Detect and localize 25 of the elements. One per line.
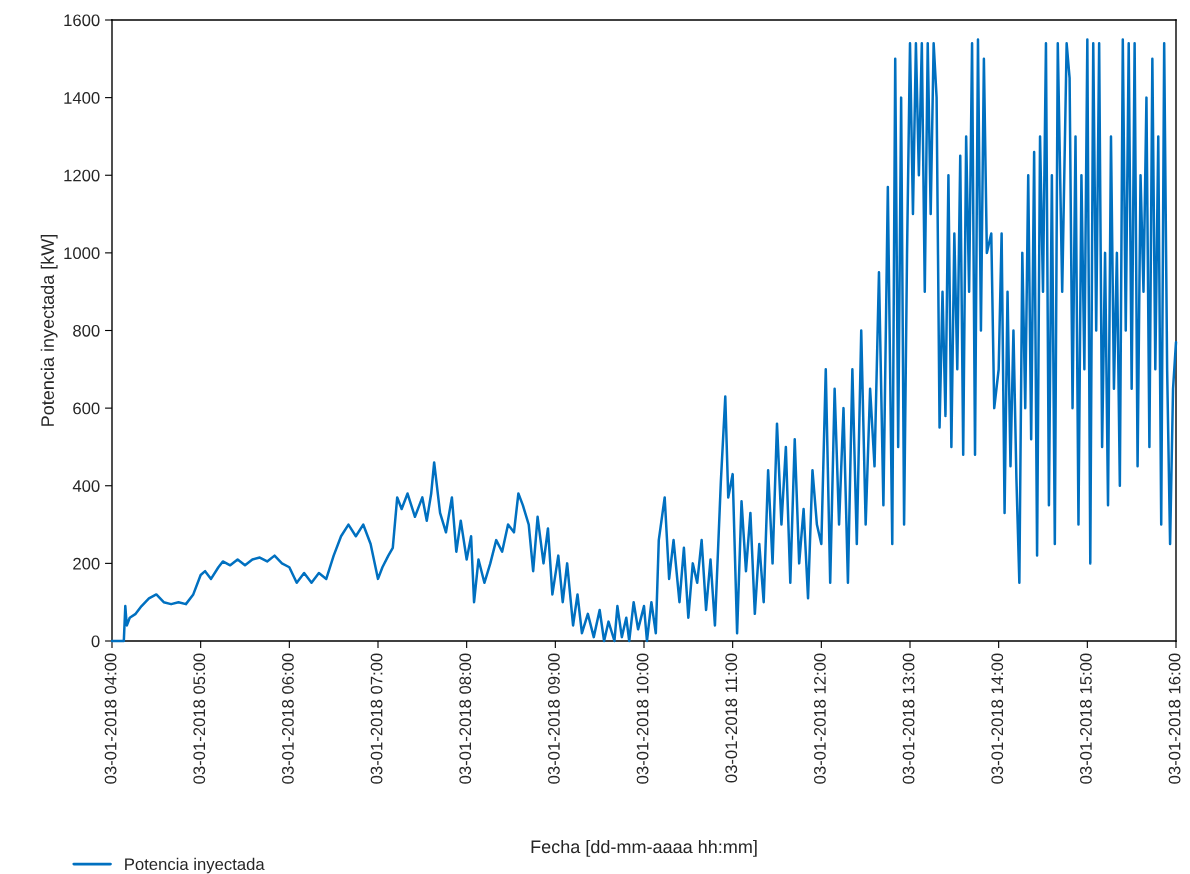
y-tick-label: 1200 <box>64 169 100 182</box>
x-tick-label: 03-01-2018 09:00 <box>548 653 560 784</box>
x-tick-label: 03-01-2018 15:00 <box>1080 653 1092 784</box>
y-tick-label: 800 <box>73 324 100 337</box>
y-axis-title: Potencia inyectada [kW] <box>40 234 58 426</box>
x-tick-label: 03-01-2018 13:00 <box>902 653 915 784</box>
y-tick-label: 0 <box>91 635 100 648</box>
x-tick-label: 03-01-2018 04:00 <box>104 653 117 784</box>
y-tick-label: 1600 <box>64 14 100 27</box>
y-tick-label: 400 <box>72 480 100 492</box>
x-tick-label: 03-01-2018 16:00 <box>1168 653 1181 784</box>
y-tick-label: 600 <box>73 402 100 415</box>
x-tick-label: 03-01-2018 06:00 <box>282 653 294 784</box>
x-tick-label: 03-01-2018 12:00 <box>814 653 826 784</box>
x-tick-label: 03-01-2018 14:00 <box>991 653 1004 784</box>
x-tick-label: 03-01-2018 07:00 <box>370 653 383 784</box>
x-tick-label: 03-01-2018 08:00 <box>459 653 472 784</box>
x-tick-label: 03-01-2018 11:00 <box>725 653 738 783</box>
x-axis-title: Fecha [dd-mm-aaaa hh:mm] <box>531 839 757 857</box>
y-tick-label: 1400 <box>64 92 100 104</box>
y-tick-label: 1000 <box>64 247 100 260</box>
x-tick-label: 03-01-2018 10:00 <box>636 653 649 784</box>
legend-label: Potencia inyectada <box>125 857 265 874</box>
y-tick-label: 200 <box>73 557 100 570</box>
x-tick-label: 03-01-2018 05:00 <box>193 653 206 784</box>
